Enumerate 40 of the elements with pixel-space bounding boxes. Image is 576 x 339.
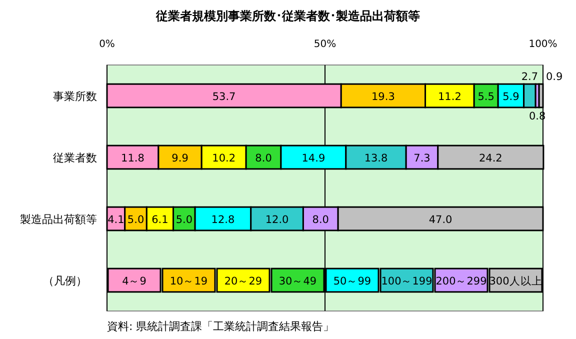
data-label: 13.8 — [364, 152, 388, 164]
data-label: 12.8 — [211, 214, 235, 226]
data-label: 7.3 — [414, 152, 430, 164]
text: 200～299 — [436, 275, 487, 288]
data-label: 47.0 — [428, 214, 452, 226]
data-label: 24.2 — [478, 152, 502, 164]
text: 4～9 — [122, 275, 146, 288]
data-label: 10.2 — [212, 152, 236, 164]
y-tick-label: 事業所数 — [53, 90, 97, 103]
legend-title: （凡例） — [43, 274, 87, 288]
data-label: 2.7 — [521, 71, 538, 84]
y-tick-label: 製造品出荷額等 — [20, 212, 97, 226]
data-label: 9.9 — [172, 152, 188, 164]
text: 100～199 — [381, 275, 432, 288]
text: 10～19 — [170, 275, 208, 288]
chart-title: 従業者規模別事業所数･従業者数･製造品出荷額等 — [155, 9, 420, 23]
data-label: 5.0 — [176, 214, 193, 226]
data-label: 5.9 — [502, 90, 520, 103]
data-label: 14.9 — [302, 152, 326, 164]
data-label: 11.2 — [438, 90, 462, 103]
x-tick-label: 100% — [528, 39, 558, 50]
data-label: 5.0 — [127, 214, 144, 226]
data-label: 12.0 — [265, 214, 289, 226]
data-label: 5.5 — [478, 90, 494, 103]
data-label: 19.3 — [372, 90, 395, 103]
text: 30～49 — [278, 275, 317, 288]
data-label: 11.8 — [121, 152, 144, 164]
data-label: 6.1 — [152, 214, 168, 226]
text: 資料: 県統計調査課「工業統計調査結果報告」 — [107, 320, 334, 333]
x-tick-label: 50% — [314, 39, 336, 50]
x-tick-label: 0% — [99, 39, 115, 50]
data-label: 8.0 — [255, 152, 272, 164]
data-label: 4.1 — [108, 214, 124, 226]
text: 50～99 — [333, 275, 372, 288]
data-label: 0.9 — [546, 71, 563, 84]
text: 300人以上 — [489, 274, 542, 288]
data-label: 8.0 — [312, 214, 329, 226]
text: 20～29 — [224, 275, 262, 288]
y-tick-label: 従業者数 — [53, 151, 97, 164]
data-label: 53.7 — [212, 90, 236, 103]
